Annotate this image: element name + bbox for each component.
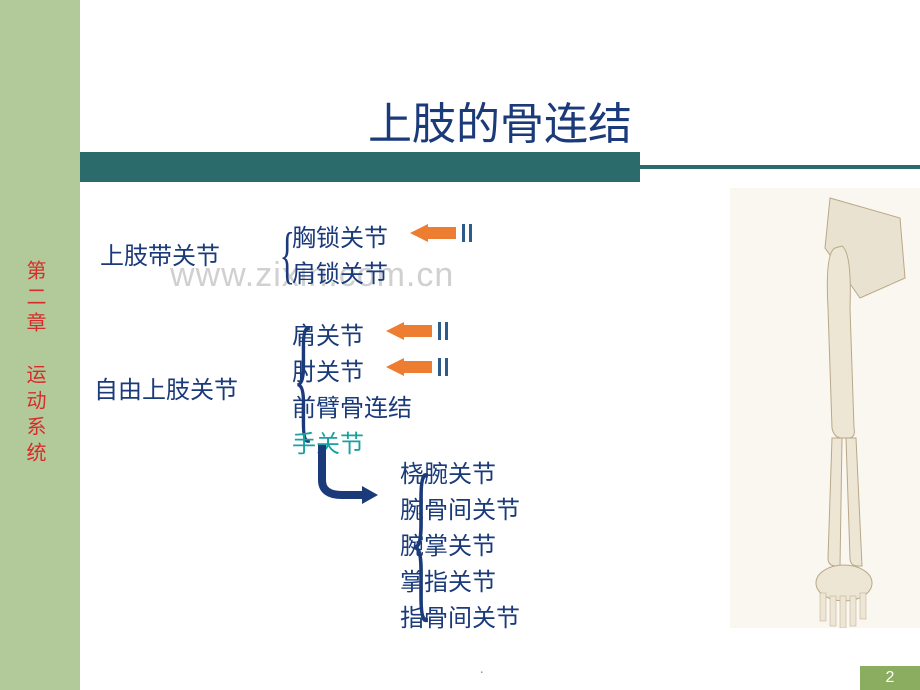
arrow-tail-icon [469,224,472,242]
arrow-left-icon [386,322,432,340]
group1-item: 胸锁关节 [292,218,388,253]
anatomy-illustration [730,188,920,628]
arrow-tail-icon [445,322,448,340]
subgroup-item: 掌指关节 [400,562,496,597]
subgroup-item: 腕掌关节 [400,526,496,561]
arrow-tail-icon [462,224,465,242]
arrow-tail-icon [438,322,441,340]
group2-item: 前臂骨连结 [292,388,412,423]
page-title: 上肢的骨连结 [80,88,920,152]
group1-item: 肩锁关节 [292,254,388,289]
subgroup-item: 桡腕关节 [400,454,496,489]
group1-label: 上肢带关节 [100,236,220,271]
page-number: 2 [860,666,920,690]
group2-label: 自由上肢关节 [94,370,238,405]
arrow-tail-icon [445,358,448,376]
title-line [640,165,920,169]
arrow-left-icon [386,358,432,376]
footer-dot: . [480,662,484,678]
chapter-label: 第二章 运动系统 [20,260,49,468]
sidebar: 第二章 运动系统 [0,0,80,690]
group2-item: 肩关节 [292,316,364,351]
title-bar [80,152,640,182]
main-content: 上肢的骨连结 www.zixin.com.cn 上肢带关节 { 胸锁关节 肩锁关… [80,0,920,690]
group2-item: 肘关节 [292,352,364,387]
subgroup-item: 指骨间关节 [400,598,520,633]
curve-arrow-icon [312,440,382,510]
subgroup-item: 腕骨间关节 [400,490,520,525]
arrow-left-icon [410,224,456,242]
arrow-tail-icon [438,358,441,376]
